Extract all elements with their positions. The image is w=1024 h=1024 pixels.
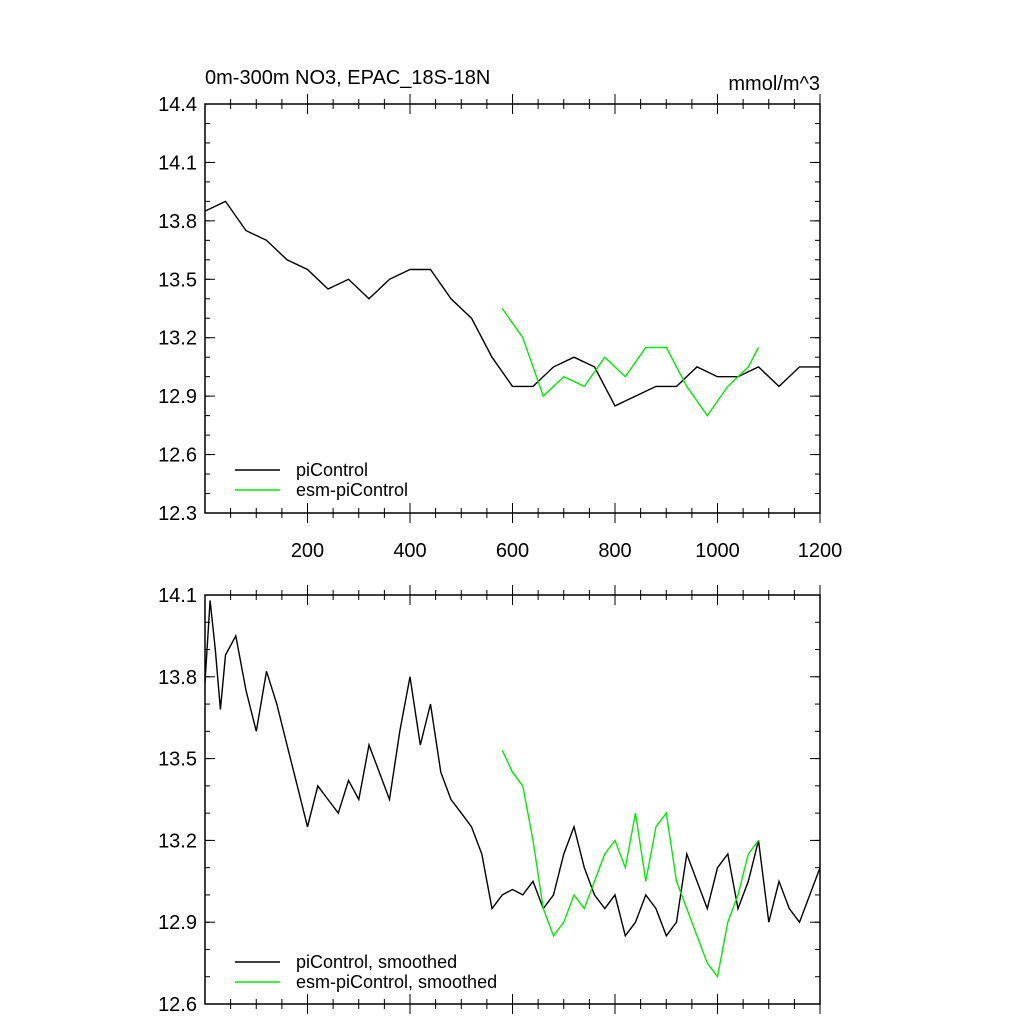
legend-label-esm-picontrol: esm-piControl [296, 480, 408, 500]
y-tick-label: 14.1 [158, 585, 197, 607]
x-tick-label: 200 [291, 540, 324, 562]
legend: piControl esm-piControl [235, 460, 408, 500]
legend-label-esm-picontrol-smoothed: esm-piControl, smoothed [296, 972, 497, 992]
y-tick-label: 12.6 [158, 994, 197, 1016]
y-tick-label: 13.5 [158, 749, 197, 771]
top-panel: 0m-300m NO3, EPAC_18S-18N mmol/m^3 12.31… [158, 67, 842, 562]
series-line-esm-picontrol-smoothed [501, 750, 760, 979]
x-tick-label: 800 [598, 540, 631, 562]
x-tick-label: 1000 [695, 540, 740, 562]
series-line-esm-picontrol [501, 308, 760, 417]
y-tick-label: 12.9 [158, 386, 197, 408]
legend-label-picontrol: piControl [296, 460, 368, 480]
y-tick-label: 13.2 [158, 328, 197, 350]
series-line-picontrol [204, 200, 820, 407]
series-group-bottom [204, 600, 821, 979]
tick-group: 12.3 12.6 12.9 13.2 13.5 13.8 14.1 14.4 200 400 60… [158, 94, 842, 562]
legend-label-picontrol-smoothed: piControl, smoothed [296, 952, 457, 972]
y-tick-label: 14.1 [158, 152, 197, 174]
y-tick-label: 13.5 [158, 269, 197, 291]
y-tick-label: 12.9 [158, 912, 197, 934]
x-tick-label: 1200 [798, 540, 843, 562]
series-line-picontrol-smoothed [204, 600, 821, 938]
chart-title: 0m-300m NO3, EPAC_18S-18N [205, 67, 490, 89]
legend-bottom: piControl, smoothed esm-piControl, smoot… [235, 952, 497, 992]
bottom-panel: 12.6 12.9 13.2 13.5 13.8 14.1 piControl, smoo… [158, 585, 821, 1016]
tick-group-bottom: 12.6 12.9 13.2 13.5 13.8 14.1 [158, 585, 821, 1016]
plot-frame [204, 103, 821, 514]
x-tick-label: 400 [393, 540, 426, 562]
y-tick-label: 14.4 [158, 94, 197, 116]
plot-frame-bottom [204, 594, 821, 1005]
y-tick-label: 13.8 [158, 211, 197, 233]
units-label: mmol/m^3 [728, 73, 820, 95]
y-tick-label: 13.8 [158, 667, 197, 689]
series-group [204, 200, 820, 417]
x-tick-label: 600 [496, 540, 529, 562]
y-tick-label: 13.2 [158, 830, 197, 852]
y-tick-label: 12.6 [158, 445, 197, 467]
y-tick-label: 12.3 [158, 503, 197, 525]
